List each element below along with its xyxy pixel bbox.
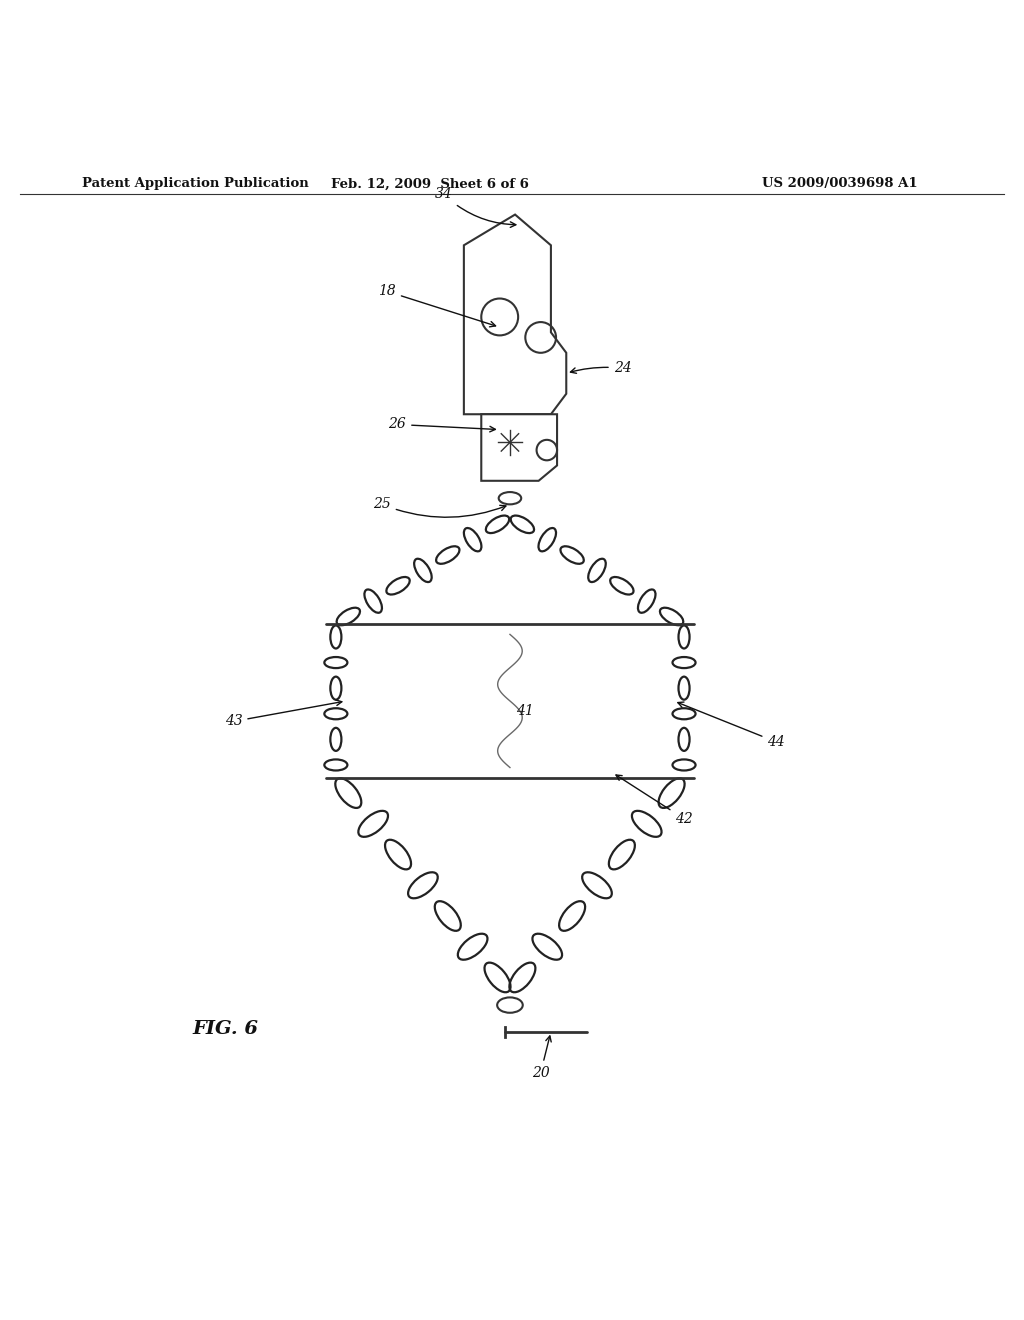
Text: 18: 18 [378,284,496,327]
Text: 42: 42 [616,775,693,826]
Text: Feb. 12, 2009  Sheet 6 of 6: Feb. 12, 2009 Sheet 6 of 6 [331,177,529,190]
Text: 34: 34 [434,187,516,227]
Text: FIG. 6: FIG. 6 [193,1019,258,1038]
Text: 26: 26 [388,417,496,432]
Text: 44: 44 [678,702,785,748]
Text: 25: 25 [373,498,506,517]
Text: 41: 41 [516,704,535,718]
Text: US 2009/0039698 A1: US 2009/0039698 A1 [762,177,918,190]
Text: 24: 24 [570,362,632,375]
Text: 43: 43 [224,700,342,729]
Text: 20: 20 [531,1036,551,1080]
PathPatch shape [464,215,566,414]
Text: Patent Application Publication: Patent Application Publication [82,177,308,190]
Polygon shape [481,414,557,480]
